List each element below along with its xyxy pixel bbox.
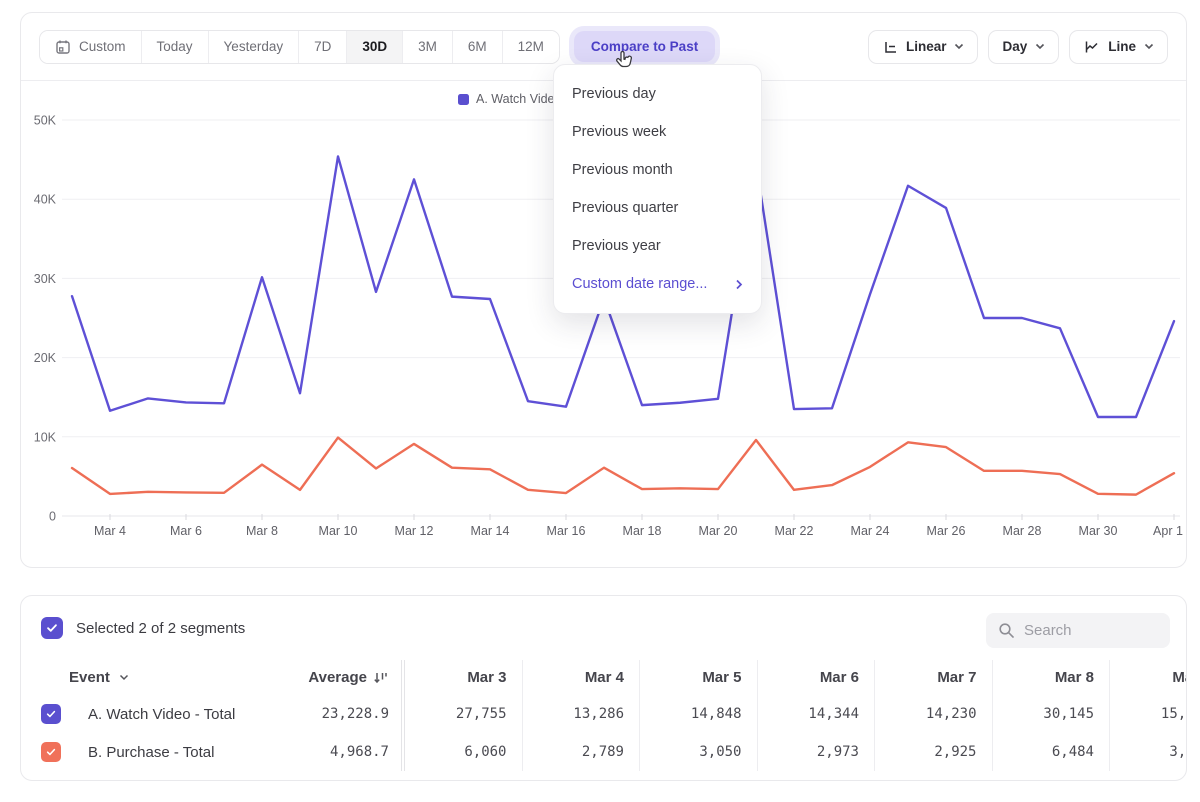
date-column-header[interactable]: Mar 7 [874,660,992,695]
chart-type-dropdown-button[interactable]: Line [1069,30,1168,64]
average-value: 4,968.7 [330,744,389,760]
event-column-header[interactable]: Event [21,669,286,686]
chart-options-group: Linear Day Line [868,30,1168,64]
chevron-down-icon [954,43,964,50]
cell-value: 13,286 [573,706,624,722]
legend-swatch [458,94,469,105]
compare-to-past-menu: Previous day Previous week Previous mont… [553,64,762,314]
average-value: 23,228.9 [322,706,389,722]
menu-item-previous-quarter[interactable]: Previous quarter [554,189,761,227]
check-icon [45,708,57,720]
average-header-label: Average [308,669,367,686]
search-box[interactable] [986,613,1170,648]
date-column-header[interactable]: Mar 3 [404,660,522,695]
chevron-down-icon [1035,43,1045,50]
date-column-header[interactable]: Mar 8 [992,660,1110,695]
date-column-header[interactable]: Mar 6 [757,660,875,695]
chart-type-label: Line [1108,39,1136,54]
event-header-label: Event [69,669,110,686]
segments-header: Selected 2 of 2 segments [21,596,1186,660]
date-range-group: Custom Today Yesterday 7D 30D 3M 6M 12M [39,30,560,64]
check-icon [45,746,57,758]
check-icon [45,621,59,635]
interval-dropdown-button[interactable]: Day [988,30,1059,64]
menu-item-previous-year[interactable]: Previous year [554,227,761,265]
cell-value: 6,060 [464,744,506,760]
range-3m-button[interactable]: 3M [402,31,452,63]
selected-segments-label: Selected 2 of 2 segments [76,620,245,637]
table-header-row: Event Average Mar 3 Mar 4 Mar [21,660,1186,695]
cell-value: 14,848 [691,706,742,722]
select-all-checkbox[interactable] [41,617,63,639]
search-icon [998,622,1015,639]
cell-value: 6,484 [1052,744,1094,760]
segment-name: A. Watch Video - Total [88,706,235,723]
range-yesterday-button[interactable]: Yesterday [208,31,299,63]
cell-value: 3,050 [699,744,741,760]
range-30d-button[interactable]: 30D [346,31,402,63]
table-row-purchase: B. Purchase - Total 4,968.7 6,060 2,789 … [21,733,1186,771]
row-checkbox[interactable] [41,704,61,724]
cell-value: 14,344 [808,706,859,722]
range-today-button[interactable]: Today [141,31,208,63]
scale-dropdown-button[interactable]: Linear [868,30,979,64]
scale-label: Linear [906,39,947,54]
line-chart-icon [1083,39,1100,55]
date-column-header[interactable]: Mar 4 [522,660,640,695]
menu-item-previous-month[interactable]: Previous month [554,151,761,189]
range-7d-button[interactable]: 7D [298,31,346,63]
interval-label: Day [1002,39,1027,54]
sort-descending-icon [373,671,389,685]
cell-value: 2,789 [582,744,624,760]
cell-value: 30,145 [1043,706,1094,722]
date-column-header[interactable]: Mar 9 [1109,660,1187,695]
custom-date-range-label: Custom date range... [572,276,707,292]
menu-item-previous-week[interactable]: Previous week [554,113,761,151]
row-checkbox[interactable] [41,742,61,762]
cell-value: 2,925 [934,744,976,760]
range-custom-label: Custom [79,39,126,54]
search-input[interactable] [1024,622,1158,639]
linear-axis-icon [882,39,898,55]
range-12m-button[interactable]: 12M [502,31,559,63]
cell-value: 14,230 [926,706,977,722]
segment-name: B. Purchase - Total [88,744,214,761]
segments-table: Event Average Mar 3 Mar 4 Mar [21,660,1186,771]
average-column-header[interactable]: Average [286,669,404,686]
analytics-dashboard: Custom Today Yesterday 7D 30D 3M 6M 12M … [0,0,1200,802]
range-6m-button[interactable]: 6M [452,31,502,63]
chevron-down-icon [119,674,129,681]
calendar-icon [55,39,71,55]
table-row-watch-video: A. Watch Video - Total 23,228.9 27,755 1… [21,695,1186,733]
cell-value: 3,300 [1169,744,1187,760]
chevron-right-icon [735,279,743,290]
segments-card: Selected 2 of 2 segments Event [20,595,1187,781]
menu-item-previous-day[interactable]: Previous day [554,75,761,113]
chevron-down-icon [1144,43,1154,50]
cell-value: 27,755 [456,706,507,722]
date-column-header[interactable]: Mar 5 [639,660,757,695]
menu-item-custom-date-range[interactable]: Custom date range... [554,265,761,303]
range-custom-button[interactable]: Custom [40,31,141,63]
frozen-column-divider [401,660,405,771]
compare-to-past-button[interactable]: Compare to Past [574,31,715,62]
cell-value: 2,973 [817,744,859,760]
cell-value: 15,500 [1161,706,1187,722]
